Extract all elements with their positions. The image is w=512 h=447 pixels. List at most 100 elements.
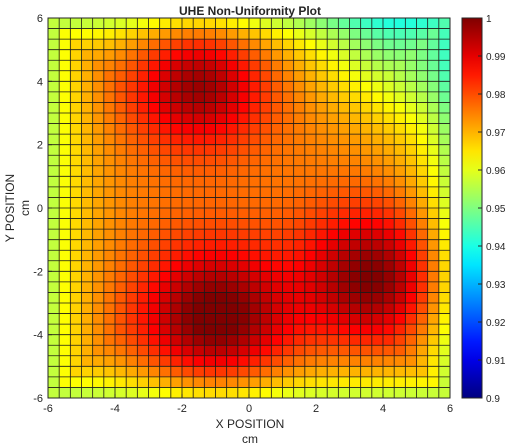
heatmap-cell <box>215 208 228 219</box>
heatmap-cell <box>405 208 417 219</box>
heatmap-cell <box>249 81 261 93</box>
heatmap-cell <box>338 28 350 40</box>
heatmap-cell <box>338 324 350 336</box>
heatmap-cell <box>237 123 250 135</box>
heatmap-cell <box>148 49 161 61</box>
heatmap-cell <box>282 303 295 314</box>
heatmap-cell <box>360 81 373 93</box>
heatmap-cell <box>282 49 295 61</box>
heatmap-cell <box>282 123 295 135</box>
heatmap-cell <box>103 60 116 72</box>
y-tick-label: 4 <box>37 76 43 88</box>
heatmap-cell <box>204 155 216 167</box>
heatmap-cell <box>416 366 429 378</box>
heatmap-cell <box>293 324 306 336</box>
heatmap-cell <box>204 250 216 262</box>
heatmap-cell <box>126 28 138 40</box>
heatmap-cell <box>260 81 272 93</box>
heatmap-cell <box>137 313 149 325</box>
heatmap-cell <box>182 18 194 29</box>
heatmap-cell <box>249 218 261 230</box>
heatmap-cell <box>349 250 362 262</box>
heatmap-cell <box>126 250 138 262</box>
heatmap-cell <box>137 387 149 399</box>
heatmap-cell <box>215 134 228 146</box>
heatmap-cell <box>226 366 239 378</box>
heatmap-cell <box>304 18 317 29</box>
heatmap-cell <box>327 18 339 29</box>
heatmap-cell <box>159 197 172 209</box>
heatmap-cell <box>316 197 328 209</box>
heatmap-cell <box>170 281 183 293</box>
heatmap-cell <box>159 81 172 93</box>
heatmap-cell <box>416 218 429 230</box>
heatmap-cell <box>371 218 384 230</box>
heatmap-cell <box>293 250 306 262</box>
heatmap-cell <box>148 134 161 146</box>
heatmap-cell <box>70 186 82 198</box>
heatmap-cell <box>148 102 161 114</box>
heatmap-cell <box>193 250 205 262</box>
x-axis-ticks: -6 -4 -2 0 2 4 6 <box>43 394 453 415</box>
heatmap-cell <box>137 197 149 209</box>
heatmap-cell <box>405 70 417 82</box>
heatmap-cell <box>371 197 384 209</box>
heatmap-cell <box>115 271 127 283</box>
heatmap-cell <box>316 49 328 61</box>
heatmap-cell <box>427 113 440 124</box>
heatmap-cell <box>304 197 317 209</box>
heatmap-cell <box>226 208 239 219</box>
heatmap-cell <box>59 324 71 336</box>
heatmap-cell <box>360 376 373 388</box>
heatmap-cell <box>170 376 183 388</box>
heatmap-cell <box>438 366 451 378</box>
heatmap-cell <box>48 28 60 40</box>
heatmap-cell <box>249 355 261 367</box>
heatmap-cell <box>349 91 362 103</box>
heatmap-cell <box>226 355 239 367</box>
heatmap-cell <box>70 134 82 146</box>
heatmap-cell <box>271 355 283 367</box>
heatmap-cell <box>193 39 205 51</box>
heatmap-cell <box>137 123 149 135</box>
heatmap-cell <box>282 281 295 293</box>
heatmap-cell <box>137 239 149 251</box>
heatmap-cell <box>349 334 362 346</box>
heatmap-cell <box>226 155 239 167</box>
heatmap-cell <box>371 165 384 177</box>
heatmap-cell <box>159 18 172 29</box>
colorbar-ticks: 0.9 0.91 0.92 0.93 0.94 0.95 0.96 0.97 0.98 0.99 1 <box>478 14 506 405</box>
heatmap-cell <box>126 345 138 357</box>
heatmap-cell <box>81 218 94 230</box>
heatmap-cell <box>349 165 362 177</box>
heatmap-cell <box>383 366 395 378</box>
heatmap-cell <box>148 218 161 230</box>
heatmap-cell <box>148 250 161 262</box>
heatmap-cell <box>182 113 194 124</box>
heatmap-cell <box>159 28 172 40</box>
heatmap-cell <box>260 260 272 272</box>
heatmap-cell <box>338 366 350 378</box>
heatmap-cell <box>293 49 306 61</box>
heatmap-cell <box>182 250 194 262</box>
heatmap-cell <box>438 303 451 314</box>
heatmap-cell <box>92 91 105 103</box>
y-tick-label: 0 <box>37 203 43 215</box>
heatmap-cell <box>103 39 116 51</box>
heatmap-cell <box>394 28 406 40</box>
heatmap-cell <box>394 208 406 219</box>
heatmap-cell <box>349 313 362 325</box>
heatmap-cell <box>126 292 138 304</box>
heatmap-cell <box>159 218 172 230</box>
heatmap-cell <box>215 281 228 293</box>
heatmap-cell <box>92 376 105 388</box>
heatmap-cell <box>59 186 71 198</box>
heatmap-cell <box>103 91 116 103</box>
heatmap-cell <box>215 324 228 336</box>
heatmap-cell <box>115 165 127 177</box>
heatmap-cell <box>237 387 250 399</box>
heatmap-cell <box>215 197 228 209</box>
x-tick-label: -2 <box>177 403 187 415</box>
heatmap-cell <box>249 239 261 251</box>
heatmap-cell <box>338 102 350 114</box>
